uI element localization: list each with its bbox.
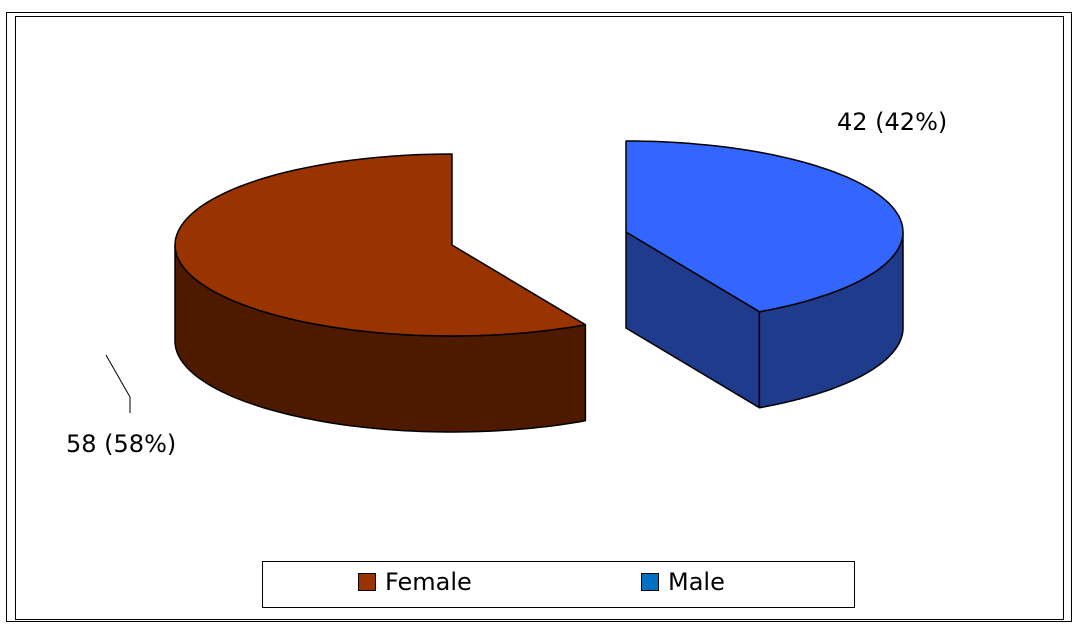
legend-label-male: Male (668, 568, 725, 596)
data-label-male: 42 (42%) (837, 108, 947, 136)
legend-label-female: Female (385, 568, 472, 596)
legend-item-female: Female (358, 568, 472, 596)
legend-item-male: Male (641, 568, 725, 596)
chart-frame-inner (15, 16, 1064, 620)
chart-frame-outer (6, 12, 1072, 622)
pie-slice-male (625, 140, 904, 313)
data-label-female: 58 (58%) (66, 430, 176, 458)
legend-swatch-female (358, 573, 376, 591)
legend: Female Male (262, 561, 855, 608)
leader-line-female (105, 354, 131, 413)
pie-slice-female (174, 153, 587, 337)
legend-swatch-male (641, 573, 659, 591)
